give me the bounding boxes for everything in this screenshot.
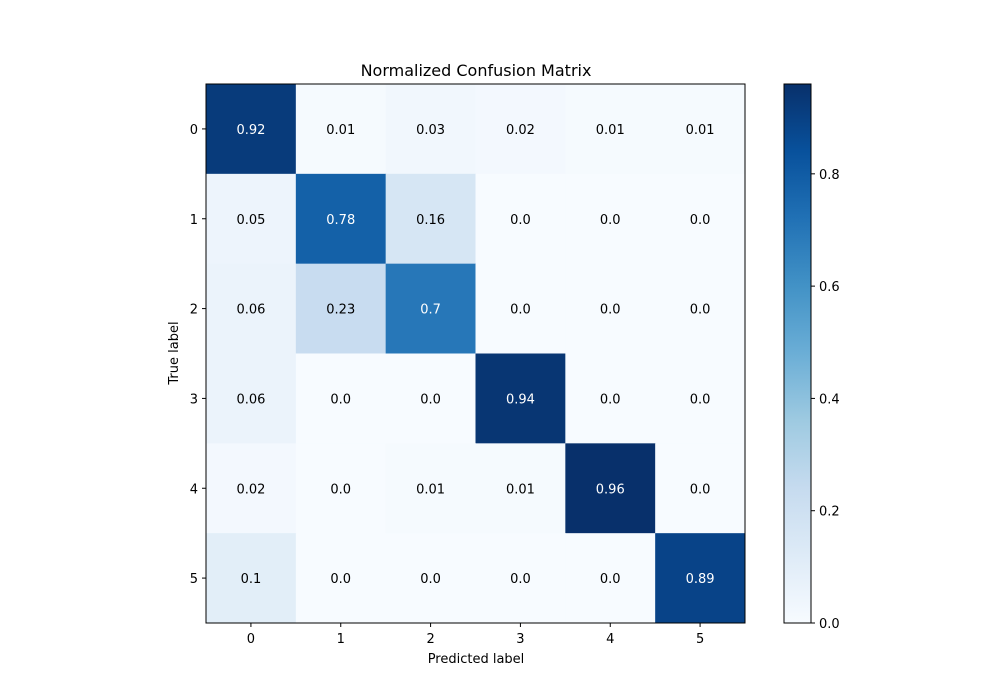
heatmap-cell	[655, 263, 746, 354]
heatmap-cell	[385, 173, 476, 265]
heatmap-cell	[206, 263, 297, 354]
heatmap-cell	[475, 443, 566, 534]
x-tick-label: 2	[426, 632, 434, 647]
cell-value-label: 0.7	[420, 303, 441, 318]
heatmap-cell	[565, 84, 656, 175]
cell-value-label: 0.0	[420, 572, 441, 587]
colorbar-tick-label: 0.2	[819, 505, 840, 520]
heatmap-cell	[475, 353, 566, 444]
heatmap-cell	[475, 533, 566, 624]
heatmap-frame	[205, 83, 746, 624]
cell-value-label: 0.02	[506, 123, 535, 138]
cell-value-label: 0.01	[326, 123, 355, 138]
y-tick-label: 0	[190, 123, 198, 138]
cell-value-label: 0.0	[330, 572, 351, 587]
heatmap-cells: 0.92 0.01 0.03 0.02 0.01 0.01 0.05 0.78 0.16 0.0 0…	[206, 84, 746, 624]
cell-value-label: 0.05	[236, 213, 265, 228]
cell-value-label: 0.0	[330, 482, 351, 497]
colorbar-ticks: 0.0 0.2 0.4 0.6 0.8	[811, 168, 840, 632]
y-tick-label: 5	[190, 572, 198, 587]
heatmap-cell	[655, 533, 746, 624]
x-tick-label: 3	[516, 632, 524, 647]
heatmap-cell	[295, 263, 387, 354]
cell-value-label: 0.06	[236, 392, 265, 407]
cell-value-label: 0.01	[596, 123, 625, 138]
cell-value-label: 0.0	[690, 392, 711, 407]
cell-value-label: 0.0	[690, 482, 711, 497]
heatmap-cell	[206, 353, 297, 444]
cell-value-label: 0.0	[510, 213, 531, 228]
y-tick-label: 3	[190, 392, 198, 407]
cell-value-label: 0.94	[506, 392, 535, 407]
cell-value-label: 0.01	[686, 123, 715, 138]
cell-value-label: 0.0	[690, 303, 711, 318]
heatmap-cell	[295, 533, 387, 624]
colorbar-tick-label: 0.0	[819, 617, 840, 632]
heatmap-cell	[475, 84, 566, 175]
heatmap-cell	[655, 353, 746, 444]
cell-value-label: 0.92	[236, 123, 265, 138]
colorbar	[783, 83, 812, 624]
colorbar-tick-label: 0.4	[819, 392, 840, 407]
heatmap-cell	[565, 263, 656, 354]
cell-value-label: 0.23	[326, 303, 355, 318]
heatmap-cell	[295, 443, 387, 534]
heatmap-cell	[565, 173, 656, 265]
heatmap-cell	[475, 263, 566, 354]
cell-value-label: 0.1	[241, 572, 262, 587]
x-axis-ticks: 0 1 2 3 4 5	[247, 623, 704, 647]
cell-value-label: 0.89	[686, 572, 715, 587]
heatmap-cell	[295, 353, 387, 444]
heatmap-cell	[206, 84, 297, 175]
chart-title: Normalized Confusion Matrix	[361, 61, 592, 80]
cell-value-label: 0.0	[600, 303, 621, 318]
heatmap-cell	[655, 84, 746, 175]
cell-value-label: 0.78	[326, 213, 355, 228]
colorbar-tick-label: 0.8	[819, 168, 840, 183]
cell-value-label: 0.0	[510, 303, 531, 318]
heatmap-cell	[385, 263, 476, 354]
x-tick-label: 4	[606, 632, 614, 647]
y-axis-ticks: 0 1 2 3 4 5	[190, 123, 206, 587]
y-tick-label: 2	[190, 303, 198, 318]
heatmap-cell	[565, 443, 656, 534]
x-tick-label: 1	[337, 632, 345, 647]
heatmap-cell	[206, 533, 297, 624]
heatmap-cell	[385, 353, 476, 444]
cell-value-label: 0.0	[600, 392, 621, 407]
cell-value-label: 0.0	[690, 213, 711, 228]
heatmap-cell	[565, 353, 656, 444]
heatmap-cell	[565, 533, 656, 624]
x-tick-label: 0	[247, 632, 255, 647]
cell-value-label: 0.96	[596, 482, 625, 497]
cell-value-label: 0.0	[510, 572, 531, 587]
heatmap-cell	[385, 443, 476, 534]
y-axis-label: True label	[167, 321, 182, 385]
cell-value-label: 0.16	[416, 213, 445, 228]
cell-value-label: 0.01	[416, 482, 445, 497]
heatmap-cell	[295, 173, 387, 265]
cell-value-label: 0.0	[420, 392, 441, 407]
cell-value-label: 0.03	[416, 123, 445, 138]
heatmap-cell	[206, 173, 297, 265]
heatmap-cell	[206, 443, 297, 534]
heatmap-cell	[475, 173, 566, 265]
cell-value-label: 0.01	[506, 482, 535, 497]
cell-value-label: 0.0	[600, 213, 621, 228]
heatmap-cell	[295, 84, 387, 175]
cell-value-label: 0.0	[330, 392, 351, 407]
cell-value-label: 0.0	[600, 572, 621, 587]
x-tick-label: 5	[696, 632, 704, 647]
heatmap-cell	[385, 533, 476, 624]
heatmap-cell	[655, 443, 746, 534]
y-tick-label: 4	[190, 482, 198, 497]
heatmap-cell	[655, 173, 746, 265]
x-axis-label: Predicted label	[428, 652, 525, 667]
cell-value-label: 0.06	[236, 303, 265, 318]
y-tick-label: 1	[190, 213, 198, 228]
colorbar-tick-label: 0.6	[819, 280, 840, 295]
cell-value-label: 0.02	[236, 482, 265, 497]
heatmap-cell	[385, 84, 476, 175]
